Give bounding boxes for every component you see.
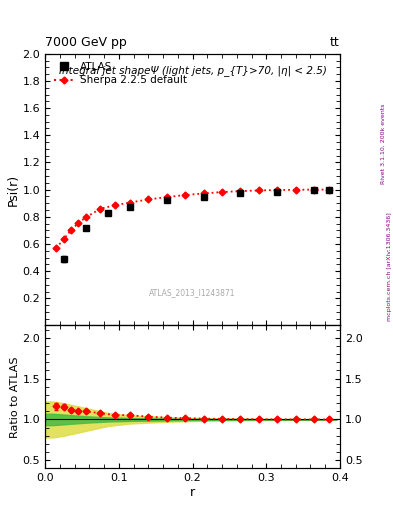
Text: Integral jet shapeΨ (light jets, p_{T}>70, |η| < 2.5): Integral jet shapeΨ (light jets, p_{T}>7… [59,65,327,76]
Text: tt: tt [330,36,340,49]
Text: Rivet 3.1.10, 200k events: Rivet 3.1.10, 200k events [381,103,386,184]
X-axis label: r: r [190,486,195,499]
Text: mcplots.cern.ch [arXiv:1306.3436]: mcplots.cern.ch [arXiv:1306.3436] [387,212,392,321]
Legend: ATLAS, Sherpa 2.2.5 default: ATLAS, Sherpa 2.2.5 default [50,59,190,89]
Text: 7000 GeV pp: 7000 GeV pp [45,36,127,49]
Y-axis label: Ratio to ATLAS: Ratio to ATLAS [10,356,20,438]
Text: ATLAS_2013_I1243871: ATLAS_2013_I1243871 [149,288,236,297]
Y-axis label: Psi(r): Psi(r) [7,174,20,206]
